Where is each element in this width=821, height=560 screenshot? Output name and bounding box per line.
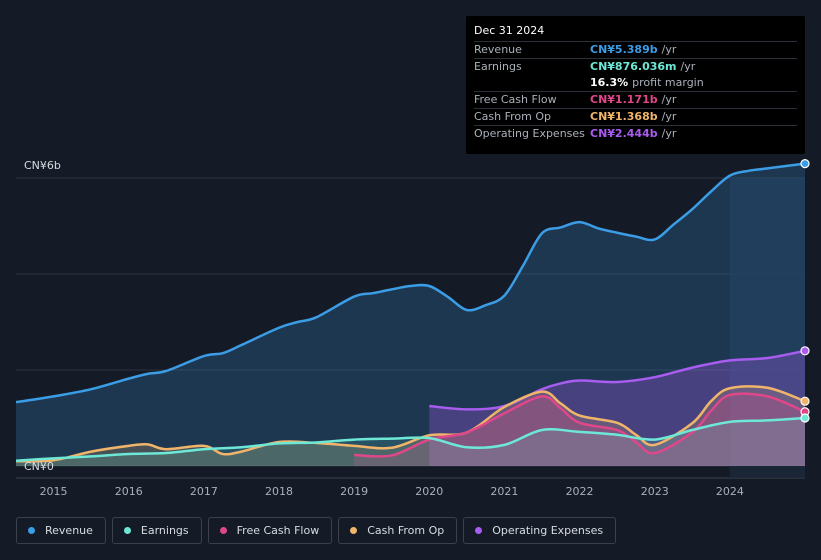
tooltip-row: Revenue CN¥5.389b/yr [474,41,797,58]
revenue-line [15,162,806,404]
forecast-shaded-region [729,178,805,478]
legend-item-revenue[interactable]: Revenue [16,517,106,544]
x-tick-label: 2017 [190,485,218,498]
legend-dot-icon [219,527,227,534]
chart-areas [16,163,805,466]
x-tick-label: 2024 [716,485,744,498]
earnings-line [15,416,806,462]
tooltip-row-value: CN¥1.368b [590,110,658,123]
earnings-end-marker [800,413,810,423]
tooltip-row-value: CN¥2.444b [590,127,658,140]
x-tick-label: 2019 [340,485,368,498]
legend-label: Cash From Op [367,524,445,537]
tooltip-row-label: Revenue [474,43,522,56]
tooltip-row-value: CN¥1.171b [590,93,658,106]
operating-expenses-line [429,349,806,411]
legend-item-operating-expenses[interactable]: Operating Expenses [463,517,617,544]
tooltip-row-label: Earnings [474,60,522,73]
x-tick-label: 2018 [265,485,293,498]
tooltip-row-value: CN¥5.389b [590,43,658,56]
legend-dot-icon [28,527,35,534]
x-tick-label: 2022 [566,485,594,498]
chart-lines [15,162,806,463]
operating-expenses-end-marker [800,346,810,356]
chart-axis-labels: 2015 2016 2017 2018 2019 2020 2021 2022 2023 2024… [24,159,744,498]
legend-dot-icon [123,527,131,534]
tooltip-row: Free Cash Flow CN¥1.171b/yr [474,91,797,108]
x-tick-label: 2021 [490,485,518,498]
tooltip-rows: Revenue CN¥5.389b/yr Earnings CN¥876.036m/y… [474,41,797,142]
legend-label: Earnings [140,524,189,537]
tooltip-row-label: Cash From Op [474,110,552,123]
tooltip-row-label [474,75,590,91]
cash-from-op-area [16,386,805,466]
y-axis-max-label: CN¥6b [24,159,61,172]
revenue-area [16,163,805,466]
legend-label: Operating Expenses [492,524,604,537]
tooltip-row-value: 16.3% [590,76,629,89]
cash-from-op-line [15,385,806,463]
legend-dot-icon [475,527,483,534]
x-tick-label: 2023 [641,485,669,498]
y-axis-min-label: CN¥0 [24,460,54,473]
revenue-end-marker [800,159,810,169]
tooltip-row-unit: /yr [680,60,696,73]
legend-item-free-cash-flow[interactable]: Free Cash Flow [207,517,333,544]
chart-gridlines [16,177,805,479]
chart-legend: Revenue Earnings Free Cash Flow Cash From O… [16,517,617,544]
free-cash-flow-line [354,392,806,458]
legend-dot-icon [350,527,358,534]
tooltip-row: Cash From Op CN¥1.368b/yr [474,108,797,125]
tooltip-row-unit: /yr [661,127,677,140]
tooltip-row-label: Operating Expenses [474,127,585,140]
legend-label: Free Cash Flow [236,524,320,537]
tooltip-row: 16.3% profit margin [474,75,797,91]
tooltip-row-unit: /yr [661,93,677,106]
tooltip-row: Operating Expenses CN¥2.444b/yr [474,125,797,142]
legend-item-cash-from-op[interactable]: Cash From Op [338,517,458,544]
cash-from-op-end-marker [800,396,810,406]
tooltip-row-unit: profit margin [632,76,704,89]
tooltip-row-value: CN¥876.036m [590,60,677,73]
data-tooltip: Dec 31 2024 Revenue CN¥5.389b/yr Earnings C… [466,16,805,154]
x-tick-label: 2015 [40,485,68,498]
chart-end-markers [800,159,810,423]
tooltip-row-unit: /yr [661,43,677,56]
tooltip-row-unit: /yr [661,110,677,123]
x-tick-label: 2020 [415,485,443,498]
legend-label: Revenue [45,524,93,537]
x-tick-label: 2016 [115,485,143,498]
tooltip-row-label: Free Cash Flow [474,93,557,106]
tooltip-date: Dec 31 2024 [474,24,545,37]
legend-item-earnings[interactable]: Earnings [111,517,202,544]
tooltip-row: Earnings CN¥876.036m/yr [474,58,797,75]
